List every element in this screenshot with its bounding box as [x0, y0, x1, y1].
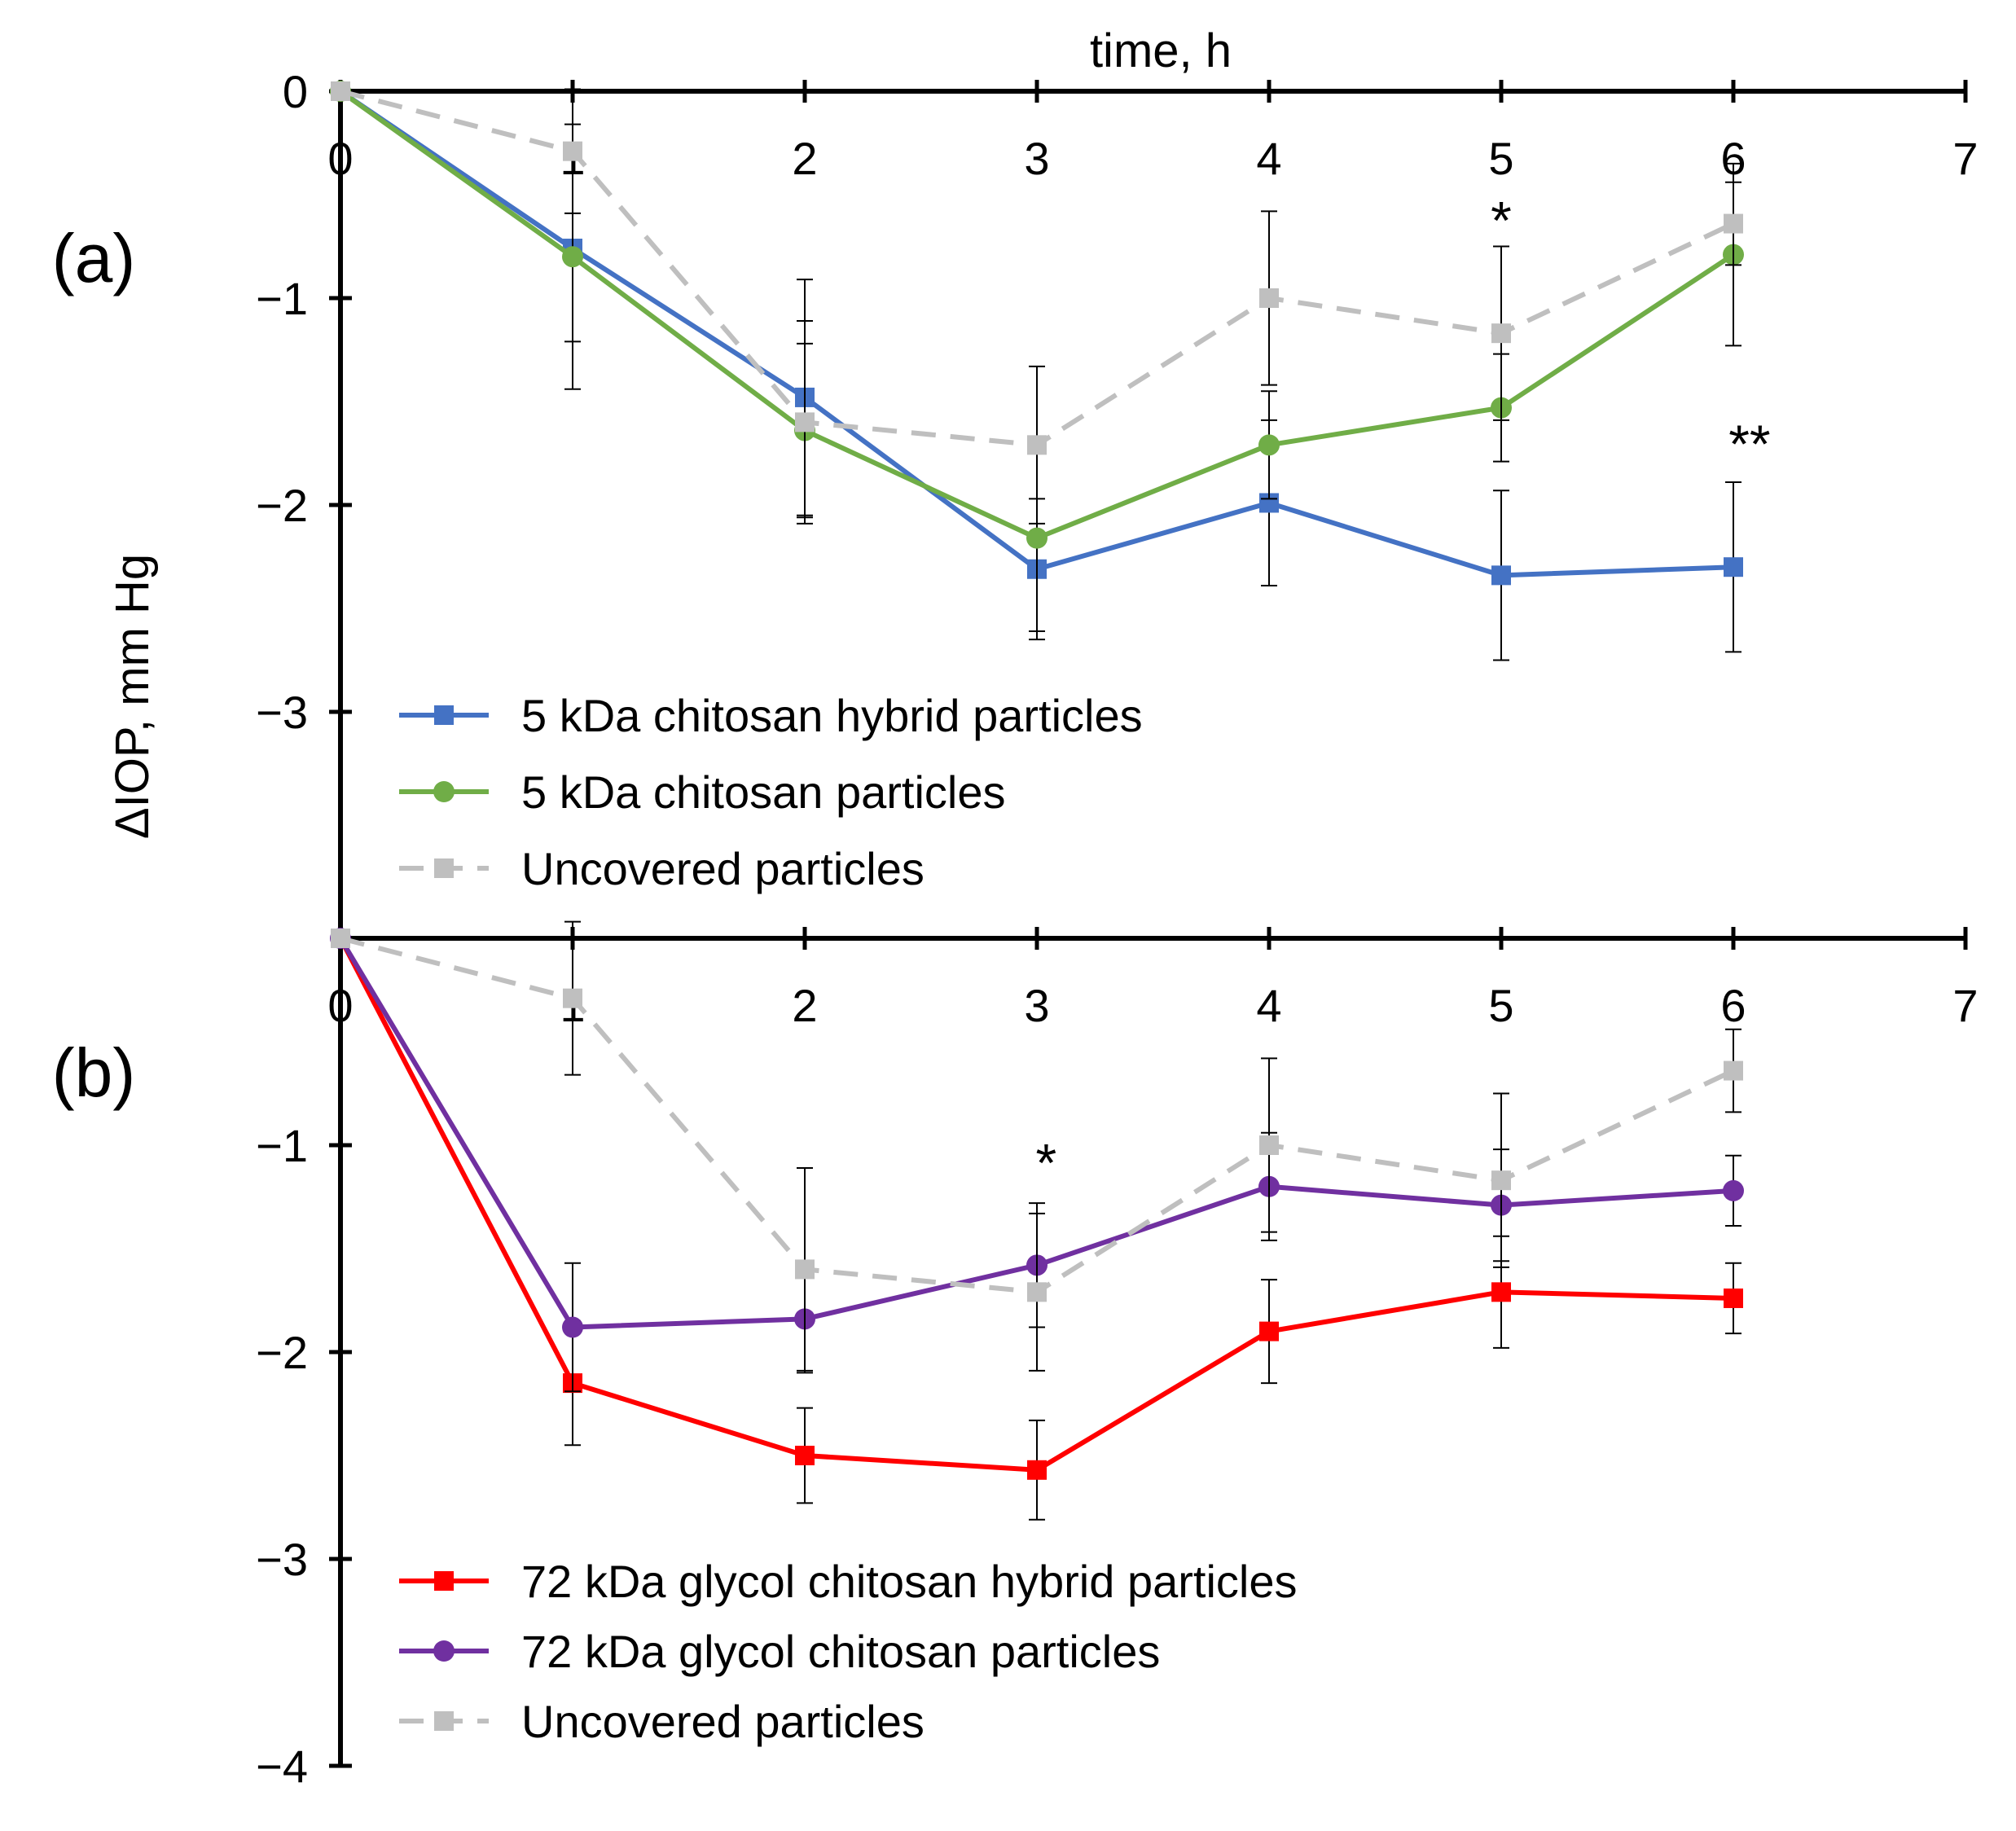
data-point	[1724, 1060, 1743, 1081]
data-point	[563, 141, 582, 161]
x-tick-label: 6	[1720, 980, 1746, 1031]
legend-swatch-marker	[434, 1711, 454, 1731]
legend-label: 72 kDa glycol chitosan particles	[521, 1626, 1160, 1677]
data-point	[1259, 1135, 1279, 1155]
y-tick-label: −2	[256, 480, 308, 531]
legend-swatch-marker	[433, 1640, 455, 1662]
y-axis-title: ΔIOP, mm Hg	[106, 554, 159, 839]
legend-swatch-marker	[434, 705, 454, 725]
data-point	[563, 988, 582, 1008]
legend-item: 72 kDa glycol chitosan particles	[399, 1626, 1160, 1677]
data-point	[1027, 1460, 1047, 1480]
data-point	[795, 1446, 815, 1465]
legend-label: Uncovered particles	[521, 1696, 925, 1747]
y-tick-label: −3	[256, 687, 308, 738]
data-point	[1491, 1170, 1511, 1191]
data-point	[1258, 434, 1280, 456]
data-point	[331, 929, 350, 948]
legend-label: 5 kDa chitosan particles	[521, 766, 1006, 818]
x-tick-label: 3	[1024, 980, 1049, 1031]
panel-b: (b) 01234567−1−2−3−4*72 kDa glycol chito…	[52, 920, 1979, 1792]
x-tick-label: 3	[1024, 133, 1049, 184]
data-point	[1259, 288, 1279, 308]
x-axis-title: time, h	[1090, 24, 1232, 77]
legend-label: 72 kDa glycol chitosan hybrid particles	[521, 1556, 1297, 1607]
x-tick-label: 4	[1256, 133, 1281, 184]
data-point	[795, 1259, 815, 1280]
y-tick-label: −4	[256, 1741, 308, 1792]
y-tick-label: −3	[256, 1534, 308, 1585]
x-tick-label: 0	[327, 980, 353, 1031]
panel-a-label: (a)	[52, 220, 136, 296]
x-tick-label: 2	[792, 980, 817, 1031]
legend-item: Uncovered particles	[399, 843, 925, 894]
data-point	[562, 1316, 583, 1338]
data-point	[331, 81, 350, 101]
legend-swatch-marker	[434, 1571, 454, 1591]
data-point	[1724, 557, 1743, 577]
x-tick-label: 4	[1256, 980, 1281, 1031]
legend-item: 5 kDa chitosan hybrid particles	[399, 690, 1143, 741]
x-tick-label: 5	[1488, 133, 1513, 184]
data-point	[1724, 1288, 1743, 1308]
x-tick-label: 7	[1952, 980, 1978, 1031]
x-tick-label: 2	[792, 133, 817, 184]
data-point	[795, 412, 815, 433]
data-point	[1259, 1321, 1279, 1341]
x-tick-label: 7	[1952, 133, 1978, 184]
y-tick-label: −1	[256, 1120, 308, 1171]
data-point	[1027, 1282, 1047, 1302]
significance-marker: *	[1036, 1132, 1057, 1192]
y-tick-label: −2	[256, 1327, 308, 1378]
panel-b-label: (b)	[52, 1034, 136, 1111]
panel-a: (a) time, h 012345670−1−2−3***5 kDa chit…	[52, 24, 1979, 933]
y-tick-label: −1	[256, 273, 308, 324]
data-point	[1491, 323, 1511, 344]
legend-label: Uncovered particles	[521, 843, 925, 894]
legend-label: 5 kDa chitosan hybrid particles	[521, 690, 1143, 741]
data-point	[1723, 1179, 1744, 1201]
data-point	[1026, 527, 1048, 549]
legend-item: 72 kDa glycol chitosan hybrid particles	[399, 1556, 1297, 1607]
legend-swatch-marker	[434, 858, 454, 878]
y-tick-label: 0	[283, 66, 308, 117]
legend-item: Uncovered particles	[399, 1696, 925, 1747]
x-tick-label: 5	[1488, 980, 1513, 1031]
data-point	[1724, 213, 1743, 234]
series-uncovered-particles	[331, 920, 1743, 1372]
data-point	[1491, 565, 1511, 586]
series-uncovered-particles	[331, 81, 1743, 525]
data-point	[1027, 435, 1047, 455]
legend-item: 5 kDa chitosan particles	[399, 766, 1006, 818]
data-point	[562, 246, 583, 268]
x-tick-label: 0	[327, 133, 353, 184]
significance-marker: **	[1728, 414, 1770, 474]
data-point	[1491, 1282, 1511, 1302]
legend-swatch-marker	[433, 781, 455, 802]
significance-marker: *	[1491, 190, 1512, 250]
